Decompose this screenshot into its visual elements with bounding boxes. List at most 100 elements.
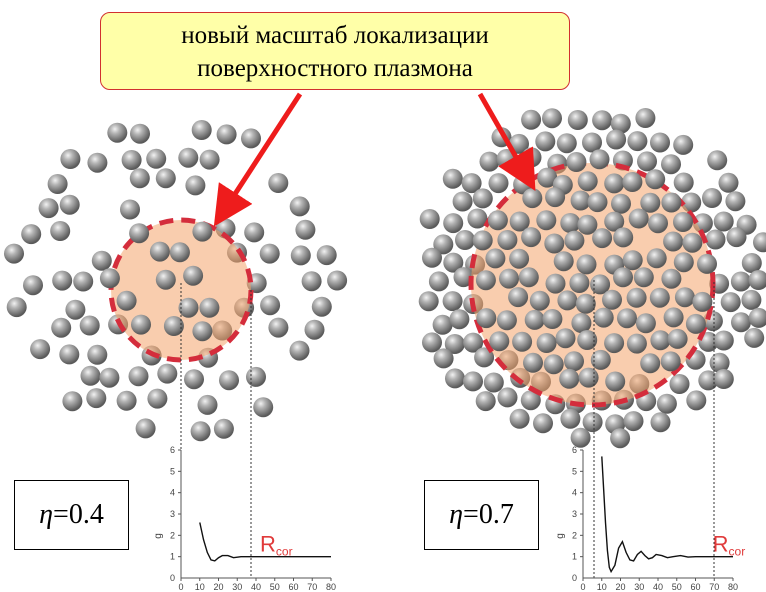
nanoparticle xyxy=(489,331,510,352)
nanoparticle xyxy=(542,309,563,329)
y-tick-label: 3 xyxy=(170,509,175,519)
rdf-chart-right: 010203040506070800123456gr, нмRcor xyxy=(555,445,745,592)
nanoparticle xyxy=(692,291,713,312)
nanoparticle xyxy=(485,248,506,269)
nanoparticle xyxy=(577,330,598,350)
nanoparticle xyxy=(520,390,541,411)
nanoparticle xyxy=(30,339,51,360)
nanoparticle xyxy=(475,391,496,412)
nanoparticle xyxy=(669,374,690,394)
x-tick-label: 40 xyxy=(251,582,261,592)
nanoparticle xyxy=(146,148,167,169)
nanoparticle xyxy=(59,344,80,365)
nanoparticle xyxy=(536,333,557,353)
nanoparticle xyxy=(497,230,518,250)
nanoparticle xyxy=(577,171,598,192)
nanoparticle xyxy=(559,368,580,389)
nanoparticle xyxy=(509,408,530,429)
nanoparticle xyxy=(157,363,178,384)
nanoparticle xyxy=(529,290,550,311)
nanoparticle xyxy=(128,366,149,387)
nanoparticle xyxy=(753,232,766,253)
x-tick-label: 0 xyxy=(178,582,183,592)
x-tick-label: 70 xyxy=(307,582,317,592)
nanoparticle xyxy=(452,191,473,212)
y-tick-label: 2 xyxy=(170,530,175,540)
nanoparticle xyxy=(564,230,585,251)
nanoparticle xyxy=(23,275,43,296)
nanoparticle xyxy=(509,248,530,269)
x-tick-label: 30 xyxy=(634,582,644,592)
nanoparticle xyxy=(590,274,611,295)
nanoparticle xyxy=(648,213,668,234)
nanoparticle xyxy=(116,290,137,311)
nanoparticle xyxy=(640,353,661,374)
nanoparticle xyxy=(135,418,156,439)
nanoparticle xyxy=(304,319,325,340)
nanoparticle xyxy=(121,150,142,170)
nanoparticle xyxy=(673,212,693,232)
nanoparticle xyxy=(418,291,439,312)
nanoparticle xyxy=(681,192,702,213)
nanoparticle xyxy=(73,271,94,292)
nanoparticle xyxy=(660,351,681,372)
y-tick-label: 6 xyxy=(170,445,175,455)
nanoparticle xyxy=(702,188,722,208)
nanoparticle xyxy=(99,367,120,388)
nanoparticle xyxy=(744,327,765,348)
nanoparticle xyxy=(246,366,266,387)
nanoparticle xyxy=(432,314,453,335)
nanoparticle xyxy=(147,388,168,409)
nanoparticle xyxy=(488,173,509,194)
nanoparticle xyxy=(60,149,81,169)
nanoparticle xyxy=(512,331,533,352)
nanoparticle xyxy=(560,213,581,233)
nanoparticle xyxy=(570,190,591,211)
nanoparticle xyxy=(445,368,465,389)
nanoparticle xyxy=(268,317,289,338)
nanoparticle xyxy=(730,271,751,292)
y-tick-label: 0 xyxy=(572,573,577,583)
nanoparticle xyxy=(91,250,112,271)
nanoparticle xyxy=(656,393,677,414)
nanoparticle xyxy=(628,208,649,229)
nanoparticle xyxy=(718,172,739,193)
nanoparticle xyxy=(487,210,508,231)
nanoparticle xyxy=(613,227,634,248)
nanoparticle xyxy=(536,210,557,231)
x-tick-label: 10 xyxy=(195,582,205,592)
x-tick-label: 20 xyxy=(213,582,223,592)
nanoparticle xyxy=(289,196,310,217)
nanoparticle xyxy=(649,287,670,308)
nanoparticle xyxy=(661,268,682,289)
nanoparticle xyxy=(192,321,213,342)
nanoparticle xyxy=(590,349,611,370)
nanoparticle xyxy=(705,229,726,250)
nanoparticle xyxy=(268,173,289,193)
nanoparticle xyxy=(183,265,204,286)
nanoparticle xyxy=(52,270,73,291)
y-tick-label: 6 xyxy=(572,445,577,455)
rcor-label: Rcor xyxy=(260,532,293,559)
nanoparticle xyxy=(178,297,199,318)
nanoparticle xyxy=(726,227,747,248)
y-tick-label: 3 xyxy=(572,509,577,519)
y-axis-label: g xyxy=(555,533,566,539)
nanoparticle xyxy=(725,191,746,212)
y-tick-label: 0 xyxy=(170,573,175,583)
nanoparticle xyxy=(686,390,707,411)
nanoparticle xyxy=(219,370,239,391)
eta-box-left: η =0.4 xyxy=(14,480,129,550)
nanoparticle xyxy=(467,208,488,229)
nanoparticle xyxy=(604,333,625,354)
nanoparticle xyxy=(184,369,204,390)
nanoparticle xyxy=(650,132,670,153)
nanoparticle xyxy=(169,242,190,263)
rdf-curve xyxy=(199,522,331,562)
nanoparticle xyxy=(51,317,72,338)
nanoparticle xyxy=(130,123,150,144)
nanoparticle xyxy=(190,421,211,442)
eta-value-left: =0.4 xyxy=(53,499,104,530)
nanoparticle xyxy=(577,214,598,235)
nanoparticle xyxy=(741,253,762,273)
